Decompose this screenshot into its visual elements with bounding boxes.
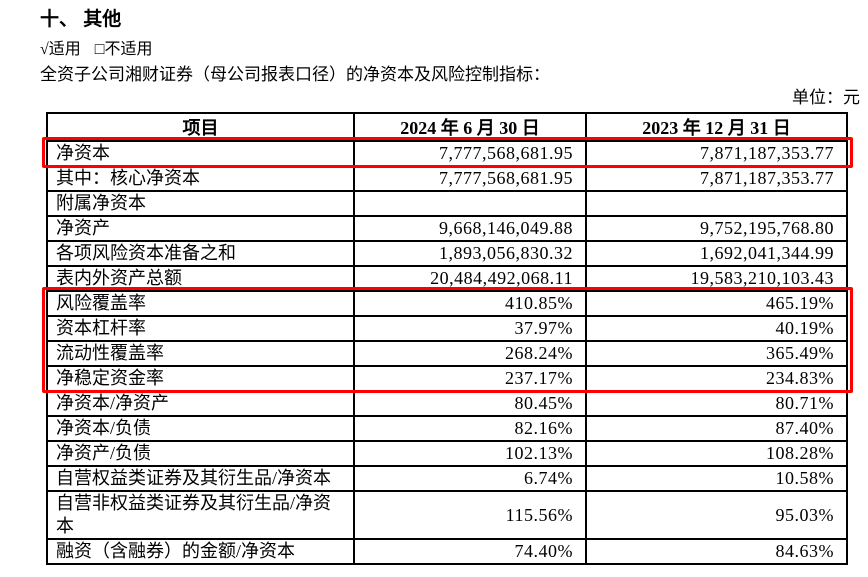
row-label-cell: 净资本/净资产 <box>46 390 355 417</box>
row-label-cell: 表内外资产总额 <box>46 265 355 292</box>
row-label-cell: 净稳定资金率 <box>46 365 355 392</box>
value-2024-cell: 37.97% <box>353 315 587 342</box>
table-row: 表内外资产总额 20,484,492,068.11 19,583,210,103.4… <box>46 265 848 292</box>
section-title: 十、 其他 <box>40 9 122 30</box>
value-2024-cell: 7,777,568,681.95 <box>353 140 587 167</box>
row-label-cell: 各项风险资本准备之和 <box>46 240 355 267</box>
value-2024-cell: 80.45% <box>353 390 587 417</box>
table-row: 融资（含融券）的金额/净资本 74.40% 84.63% <box>46 538 848 565</box>
value-2024-cell: 82.16% <box>353 415 587 442</box>
row-label-cell: 融资（含融券）的金额/净资本 <box>46 538 355 565</box>
column-header-2023: 2023 年 12 月 31 日 <box>585 112 848 142</box>
indicators-table: 项目 2024 年 6 月 30 日 2023 年 12 月 31 日 净资本 7… <box>46 112 848 565</box>
value-2024-cell: 7,777,568,681.95 <box>353 165 587 192</box>
value-2024-cell: 268.24% <box>353 340 587 367</box>
row-label-cell: 净资本/负债 <box>46 415 355 442</box>
value-2023-cell: 19,583,210,103.43 <box>585 265 848 292</box>
table-row: 净资本/净资产 80.45% 80.71% <box>46 390 848 417</box>
value-2024-cell: 9,668,146,049.88 <box>353 215 587 242</box>
value-2024-cell: 74.40% <box>353 538 587 565</box>
value-2023-cell: 7,871,187,353.77 <box>585 165 848 192</box>
value-2023-cell: 87.40% <box>585 415 848 442</box>
row-label-cell: 流动性覆盖率 <box>46 340 355 367</box>
value-2023-cell <box>585 190 848 217</box>
value-2023-cell: 465.19% <box>585 290 848 317</box>
table-row: 自营非权益类证券及其衍生品/净资本 115.56% 95.03% <box>46 490 848 540</box>
table-row: 风险覆盖率 410.85% 465.19% <box>46 290 848 317</box>
table-row: 各项风险资本准备之和 1,893,056,830.32 1,692,041,344.… <box>46 240 848 267</box>
table-row: 净资产/负债 102.13% 108.28% <box>46 440 848 467</box>
value-2023-cell: 95.03% <box>585 490 848 540</box>
row-label-cell: 自营非权益类证券及其衍生品/净资本 <box>46 490 355 540</box>
row-label-cell: 资本杠杆率 <box>46 315 355 342</box>
indicators-table-wrap: 项目 2024 年 6 月 30 日 2023 年 12 月 31 日 净资本 7… <box>42 112 853 565</box>
value-2023-cell: 80.71% <box>585 390 848 417</box>
not-applicable-option: □不适用 <box>94 41 153 58</box>
row-label-cell: 其中：核心净资本 <box>46 165 355 192</box>
row-label-cell: 风险覆盖率 <box>46 290 355 317</box>
value-2024-cell: 1,893,056,830.32 <box>353 240 587 267</box>
row-label-cell: 净资产/负债 <box>46 440 355 467</box>
value-2024-cell: 115.56% <box>353 490 587 540</box>
applicability-line: √适用 □不适用 <box>40 40 868 60</box>
value-2023-cell: 10.58% <box>585 465 848 492</box>
table-body: 净资本 7,777,568,681.95 7,871,187,353.77 其中：核心… <box>46 140 848 565</box>
table-row: 净资产 9,668,146,049.88 9,752,195,768.80 <box>46 215 848 242</box>
value-2023-cell: 7,871,187,353.77 <box>585 140 848 167</box>
table-row: 其中：核心净资本 7,777,568,681.95 7,871,187,353.77 <box>46 165 848 192</box>
value-2023-cell: 1,692,041,344.99 <box>585 240 848 267</box>
value-2023-cell: 365.49% <box>585 340 848 367</box>
row-label-cell: 附属净资本 <box>46 190 355 217</box>
row-label-cell: 净资本 <box>46 140 355 167</box>
value-2024-cell: 20,484,492,068.11 <box>353 265 587 292</box>
table-row: 流动性覆盖率 268.24% 365.49% <box>46 340 848 367</box>
value-2024-cell: 102.13% <box>353 440 587 467</box>
table-row: 净稳定资金率 237.17% 234.83% <box>46 365 848 392</box>
table-row: 净资本/负债 82.16% 87.40% <box>46 415 848 442</box>
row-label-cell: 净资产 <box>46 215 355 242</box>
table-description: 全资子公司湘财证券（母公司报表口径）的净资本及风险控制指标： <box>40 65 550 84</box>
row-label-cell: 自营权益类证券及其衍生品/净资本 <box>46 465 355 492</box>
value-2023-cell: 108.28% <box>585 440 848 467</box>
value-2023-cell: 9,752,195,768.80 <box>585 215 848 242</box>
value-2023-cell: 234.83% <box>585 365 848 392</box>
table-header-row: 项目 2024 年 6 月 30 日 2023 年 12 月 31 日 <box>46 112 848 142</box>
applicable-checked-option: √适用 <box>40 41 81 58</box>
value-2024-cell: 410.85% <box>353 290 587 317</box>
table-row: 净资本 7,777,568,681.95 7,871,187,353.77 <box>46 140 848 167</box>
table-row: 附属净资本 <box>46 190 848 217</box>
value-2023-cell: 40.19% <box>585 315 848 342</box>
value-2024-cell: 237.17% <box>353 365 587 392</box>
table-row: 资本杠杆率 37.97% 40.19% <box>46 315 848 342</box>
value-2024-cell: 6.74% <box>353 465 587 492</box>
value-2023-cell: 84.63% <box>585 538 848 565</box>
value-2024-cell <box>353 190 587 217</box>
table-row: 自营权益类证券及其衍生品/净资本 6.74% 10.58% <box>46 465 848 492</box>
column-header-2024: 2024 年 6 月 30 日 <box>353 112 587 142</box>
column-header-item: 项目 <box>46 112 355 142</box>
unit-label: 单位：元 <box>792 88 860 107</box>
